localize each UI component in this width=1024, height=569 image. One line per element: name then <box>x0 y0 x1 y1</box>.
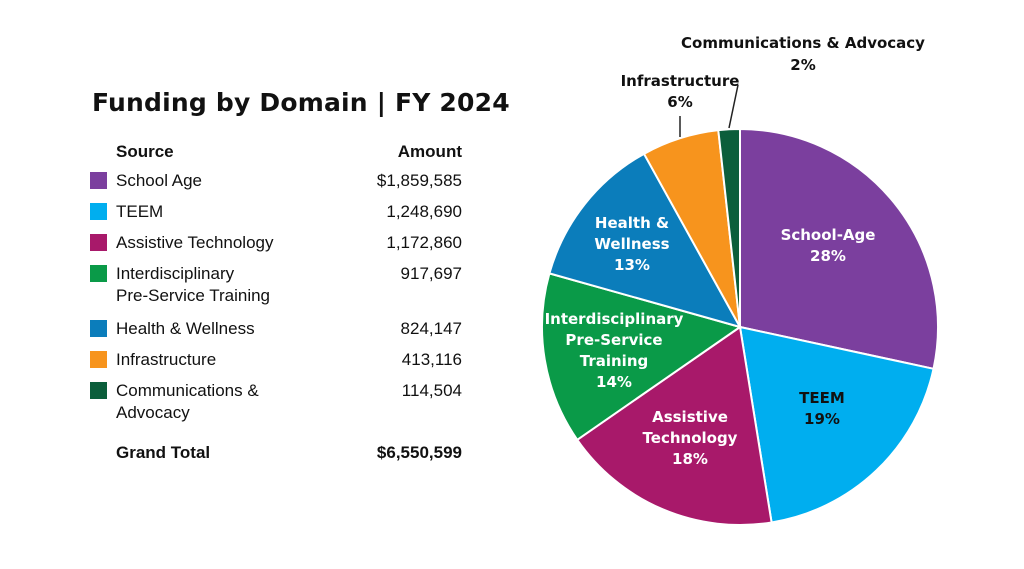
pie-slice <box>717 127 741 328</box>
table-row: School Age $1,859,585 <box>90 170 466 201</box>
row-source-line: Infrastructure <box>116 350 217 369</box>
row-source-line: Interdisciplinary <box>116 264 235 283</box>
slice-label-line: Health & <box>595 214 669 232</box>
pie-slices <box>541 127 939 526</box>
pie-slice <box>575 325 773 526</box>
pie-slice <box>738 325 935 524</box>
row-source-line: TEEM <box>116 202 164 221</box>
slice-percent: 28% <box>810 247 846 265</box>
legend-swatch <box>90 234 107 251</box>
table-row: TEEM 1,248,690 <box>90 201 466 232</box>
row-amount: 1,248,690 <box>386 202 462 221</box>
pie-slice <box>548 152 743 329</box>
row-source-line: School Age <box>116 171 203 190</box>
slice-label-line: Training <box>580 352 648 370</box>
slice-label-line: Technology <box>643 429 738 447</box>
pie-slice <box>541 272 743 442</box>
row-source: Infrastructure <box>116 349 336 371</box>
row-source: Communications & Advocacy <box>116 380 336 424</box>
funding-table: Source Amount School Age $1,859,585 TEEM 1,… <box>90 142 466 467</box>
row-source-line: Advocacy <box>116 403 190 422</box>
slice-label: Assistive Technology 18% <box>643 408 738 468</box>
row-amount: 824,147 <box>400 319 462 338</box>
slice-label: Interdisciplinary Pre-Service Training 14% <box>545 310 684 391</box>
legend-swatch <box>90 320 107 337</box>
slice-percent: 2% <box>790 56 815 74</box>
table-row: Interdisciplinary Pre-Service Training 917… <box>90 263 466 318</box>
table-total-row: Grand Total $6,550,599 <box>90 443 466 467</box>
slice-label: Infrastructure 6% <box>621 72 740 111</box>
slice-percent: 19% <box>804 410 840 428</box>
table-row: Communications & Advocacy 114,504 <box>90 380 466 435</box>
row-amount: 114,504 <box>401 381 462 400</box>
row-source-line: Assistive Technology <box>116 233 274 252</box>
table-header: Source Amount <box>90 142 466 170</box>
legend-swatch <box>90 382 107 399</box>
slice-label: Communications & Advocacy 2% <box>681 34 925 74</box>
slice-label-line: Wellness <box>594 235 669 253</box>
row-source: TEEM <box>116 201 336 223</box>
total-amount: $6,550,599 <box>376 443 462 462</box>
leader-line <box>728 84 739 129</box>
slice-label: TEEM 19% <box>799 389 845 428</box>
legend-swatch <box>90 351 107 368</box>
slice-label-line: TEEM <box>799 389 845 407</box>
legend-swatch <box>90 203 107 220</box>
slice-percent: 14% <box>596 373 632 391</box>
slice-percent: 18% <box>672 450 708 468</box>
slice-label-line: Communications & Advocacy <box>681 34 925 52</box>
header-amount: Amount <box>397 142 462 161</box>
row-source: School Age <box>116 170 336 192</box>
slice-percent: 6% <box>667 93 692 111</box>
table-row: Assistive Technology 1,172,860 <box>90 232 466 263</box>
row-source-line: Health & Wellness <box>116 319 255 338</box>
slice-percent: 13% <box>614 256 650 274</box>
pie-slice <box>739 127 939 371</box>
row-amount: 917,697 <box>400 264 462 283</box>
row-amount: $1,859,585 <box>376 171 462 190</box>
total-label: Grand Total <box>116 443 211 462</box>
pie-labels: School-Age 28% TEEM 19% Assistive Technology 1… <box>545 34 926 468</box>
row-amount: 1,172,860 <box>386 233 462 252</box>
slice-label-line: Infrastructure <box>621 72 740 90</box>
slice-label: Health & Wellness 13% <box>594 214 669 274</box>
table-row: Infrastructure 413,116 <box>90 349 466 380</box>
row-source-line: Communications & <box>116 381 259 400</box>
legend-swatch <box>90 172 107 189</box>
row-source: Interdisciplinary Pre-Service Training <box>116 263 336 307</box>
slice-label-line: Pre-Service <box>565 331 662 349</box>
row-source: Assistive Technology <box>116 232 336 254</box>
legend-swatch <box>90 265 107 282</box>
slice-label: School-Age 28% <box>781 226 876 265</box>
table-row: Health & Wellness 824,147 <box>90 318 466 349</box>
row-amount: 413,116 <box>401 350 462 369</box>
header-source: Source <box>116 142 174 161</box>
slice-label-line: Assistive <box>652 408 728 426</box>
slice-label-line: School-Age <box>781 226 876 244</box>
chart-title: Funding by Domain | FY 2024 <box>92 88 510 117</box>
table-rows: School Age $1,859,585 TEEM 1,248,690 Assisti… <box>90 170 466 435</box>
row-source-line: Pre-Service Training <box>116 286 271 305</box>
row-source: Health & Wellness <box>116 318 336 340</box>
slice-label-line: Interdisciplinary <box>545 310 684 328</box>
